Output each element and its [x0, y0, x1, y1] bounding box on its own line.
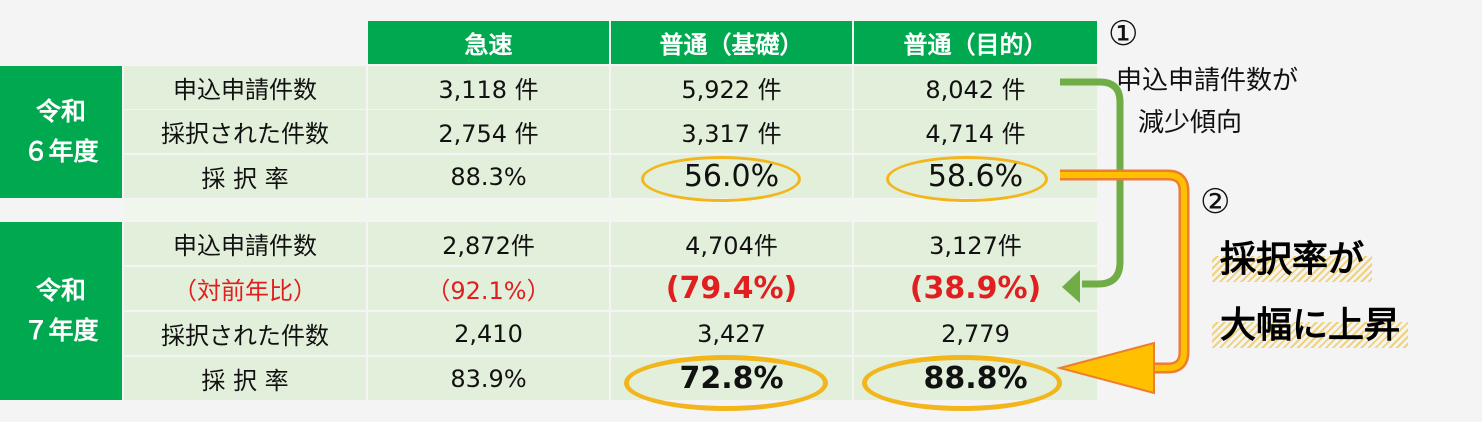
orange-arrowhead [1056, 341, 1155, 395]
table-cell: 2,410 [368, 312, 609, 355]
note2-line2: 大幅に上昇 [1212, 296, 1409, 348]
row-label: 採 択 率 [124, 155, 366, 198]
row-label: 申込申請件数 [124, 66, 366, 109]
table-cell: 2,754 件 [368, 110, 609, 153]
green-arrowhead [1062, 270, 1080, 303]
table-cell: 2,779 [854, 312, 1097, 355]
note2-mark: ② [1200, 182, 1231, 222]
table-cell: 3,127件 [854, 222, 1097, 265]
note1-line1: 申込申請件数が [1116, 66, 1299, 96]
spacer-cell [611, 200, 852, 220]
row-label: 採択された件数 [124, 110, 366, 153]
header-kyusoku: 急速 [368, 21, 609, 64]
year6-label: 令和 ６年度 [0, 66, 122, 198]
table-cell: 3,317 件 [611, 110, 852, 153]
spacer-cell [854, 200, 1097, 220]
table-cell: 88.3% [368, 155, 609, 198]
row-label: （対前年比） [124, 267, 366, 310]
table-cell: 5,922 件 [611, 66, 852, 109]
year7-label-line2: ７年度 [23, 316, 99, 345]
row-label: 申込申請件数 [124, 222, 366, 265]
highlight-oval [886, 156, 1048, 202]
highlight-oval [624, 355, 828, 411]
table-cell: (38.9%) [854, 267, 1097, 310]
year7-label: 令和 ７年度 [0, 222, 122, 400]
highlight-oval [862, 355, 1062, 411]
header-futsu-kiso: 普通（基礎） [611, 21, 852, 64]
spacer-cell [368, 200, 609, 220]
row-label: 採択された件数 [124, 312, 366, 355]
green-arrow [1060, 78, 1124, 288]
table-cell: (79.4%) [611, 267, 852, 310]
table-cell: 2,872件 [368, 222, 609, 265]
highlight-oval [641, 156, 801, 202]
note1-mark: ① [1108, 14, 1139, 54]
year6-label-line1: 令和 [35, 97, 86, 126]
year6-label-line2: ６年度 [23, 137, 99, 166]
note1-line2: 減少傾向 [1138, 108, 1243, 138]
table-cell: 4,704件 [611, 222, 852, 265]
year7-label-line1: 令和 [35, 276, 86, 305]
table-cell: 3,427 [611, 312, 852, 355]
spacer-cell [124, 200, 366, 220]
table-cell: 8,042 件 [854, 66, 1097, 109]
note2-line1: 採択率が [1212, 230, 1373, 282]
table-cell: 3,118 件 [368, 66, 609, 109]
table-cell: （92.1%） [368, 267, 609, 310]
table-cell: 83.9% [368, 357, 609, 400]
table-cell: 4,714 件 [854, 110, 1097, 153]
header-futsu-mokuteki: 普通（目的） [854, 21, 1097, 64]
row-label: 採 択 率 [124, 357, 366, 400]
